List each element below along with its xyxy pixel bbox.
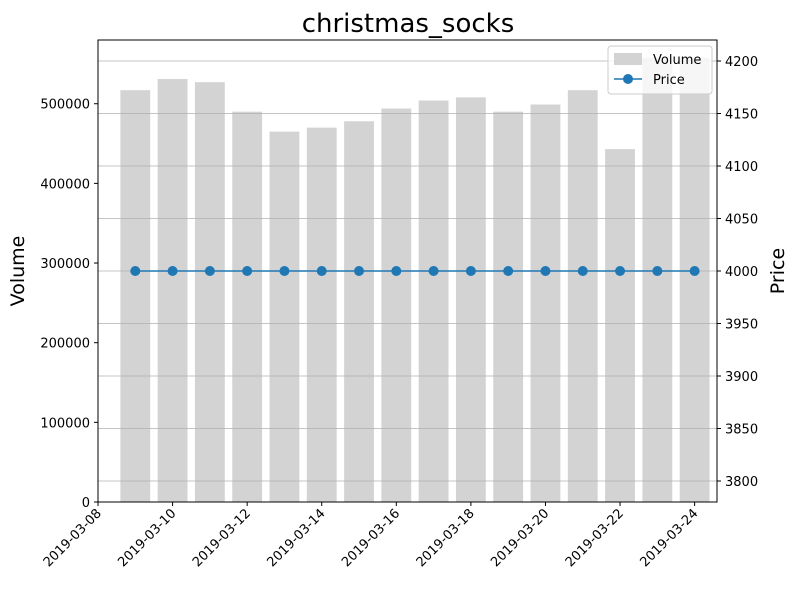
volume-bar [157,79,188,502]
price-point [428,266,439,276]
price-point [503,266,514,276]
y-left-tick-label: 500000 [40,98,90,113]
y-right-tick-label: 4200 [725,55,758,70]
price-point [465,266,476,276]
volume-bars [120,57,710,503]
volume-bar [679,57,710,502]
price-point [615,266,626,276]
volume-bar [306,127,337,502]
x-tick-label: 2019-03-24 [637,506,701,570]
y-right-tick-label: 3850 [725,423,758,438]
chart-title: christmas_socks [302,9,515,39]
volume-bar [269,131,300,502]
legend: Volume Price [607,45,713,95]
volume-bar [232,111,263,503]
y-left-tick-label: 400000 [40,177,90,192]
y-left-tick-label: 200000 [40,337,90,352]
volume-bar [493,111,524,503]
y-axis-right-label: Price [767,248,789,294]
x-tick-label: 2019-03-10 [115,506,179,570]
x-tick-label: 2019-03-16 [339,506,403,570]
y-right-tick-label: 4150 [725,108,758,123]
volume-bar [381,108,412,502]
volume-bar [605,149,635,503]
y-axis-left: 0 100000 200000 300000 400000 500000 [40,98,98,511]
price-point [689,266,700,276]
price-point [652,266,663,276]
x-tick-label: 2019-03-20 [488,506,552,570]
price-point [242,266,253,276]
x-axis: 2019-03-08 2019-03-10 2019-03-12 2019-03-14… [41,502,701,570]
x-tick-label: 2019-03-22 [563,506,627,570]
legend-volume-label: Volume [653,53,701,68]
price-point [577,266,588,276]
volume-bar [455,97,486,503]
price-point [316,266,327,276]
price-point [204,266,215,276]
volume-bar [344,121,374,502]
volume-bar [642,57,673,502]
y-left-tick-label: 100000 [40,416,90,431]
x-tick-label: 2019-03-18 [414,506,478,570]
x-tick-label: 2019-03-12 [190,506,254,570]
y-axis-right: 3800 3850 3900 3950 4000 4050 4100 4150 4200 [717,55,758,490]
x-tick-label: 2019-03-14 [265,506,329,570]
price-point [167,266,178,276]
price-point [279,266,290,276]
price-point [354,266,365,276]
volume-bar [120,90,151,502]
legend-price-marker [623,74,633,84]
y-right-tick-label: 3800 [725,475,758,490]
volume-bar [194,82,225,503]
volume-bar [418,100,449,502]
y-axis-left-label: Volume [7,236,29,307]
volume-bar [530,104,561,502]
price-line [130,266,700,276]
price-point [391,266,402,276]
volume-bar [567,90,598,502]
y-right-tick-label: 4050 [725,213,758,228]
y-right-tick-label: 4100 [725,160,758,175]
y-right-tick-label: 3950 [725,318,758,333]
y-right-tick-label: 3900 [725,370,758,385]
legend-volume-swatch [614,53,642,65]
y-left-tick-label: 0 [82,496,90,511]
price-point [540,266,551,276]
y-left-tick-label: 300000 [40,257,90,272]
legend-price-label: Price [653,73,685,88]
y-right-tick-label: 4000 [725,265,758,280]
price-point [130,266,141,276]
x-tick-label: 2019-03-08 [41,506,105,570]
